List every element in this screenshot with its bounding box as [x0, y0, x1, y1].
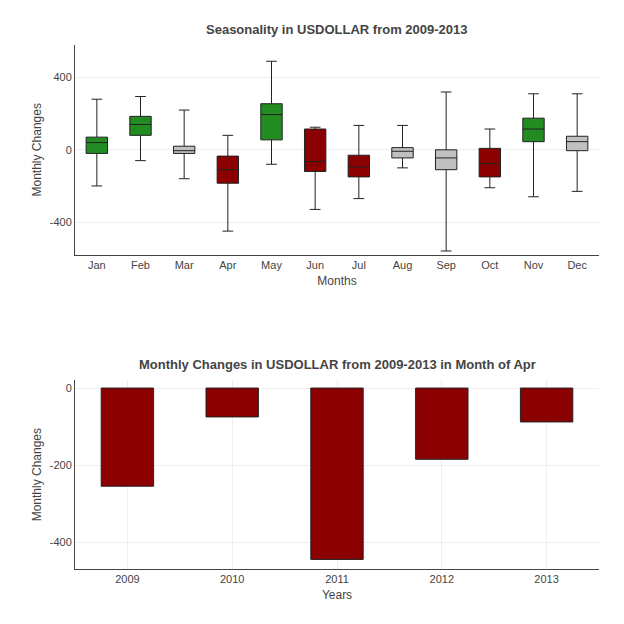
svg-text:400: 400	[53, 71, 71, 83]
svg-text:-200: -200	[50, 459, 72, 471]
svg-text:0: 0	[66, 144, 72, 156]
svg-text:2012: 2012	[430, 573, 454, 585]
svg-text:Sep: Sep	[436, 259, 456, 271]
svg-text:-400: -400	[50, 536, 72, 548]
svg-text:-400: -400	[50, 216, 72, 228]
svg-text:Monthly Changes: Monthly Changes	[30, 428, 44, 521]
svg-text:Monthly Changes: Monthly Changes	[30, 103, 44, 196]
svg-text:0: 0	[66, 382, 72, 394]
svg-text:Nov: Nov	[524, 259, 544, 271]
svg-text:Months: Months	[317, 274, 356, 288]
svg-text:Jun: Jun	[306, 259, 324, 271]
svg-text:Dec: Dec	[567, 259, 587, 271]
svg-text:Years: Years	[322, 588, 352, 602]
svg-text:Apr: Apr	[219, 259, 236, 271]
svg-text:2010: 2010	[220, 573, 244, 585]
svg-text:Jan: Jan	[88, 259, 106, 271]
svg-text:2011: 2011	[325, 573, 349, 585]
svg-text:Monthly Changes in USDOLLAR fr: Monthly Changes in USDOLLAR from 2009-20…	[139, 357, 536, 372]
svg-text:Seasonality in USDOLLAR from 2: Seasonality in USDOLLAR from 2009-2013	[206, 22, 468, 37]
svg-text:Oct: Oct	[481, 259, 498, 271]
svg-text:Mar: Mar	[175, 259, 194, 271]
svg-text:Aug: Aug	[393, 259, 413, 271]
svg-text:Feb: Feb	[131, 259, 150, 271]
svg-text:Jul: Jul	[352, 259, 366, 271]
svg-text:2013: 2013	[534, 573, 558, 585]
svg-text:2009: 2009	[115, 573, 139, 585]
svg-text:May: May	[261, 259, 282, 271]
